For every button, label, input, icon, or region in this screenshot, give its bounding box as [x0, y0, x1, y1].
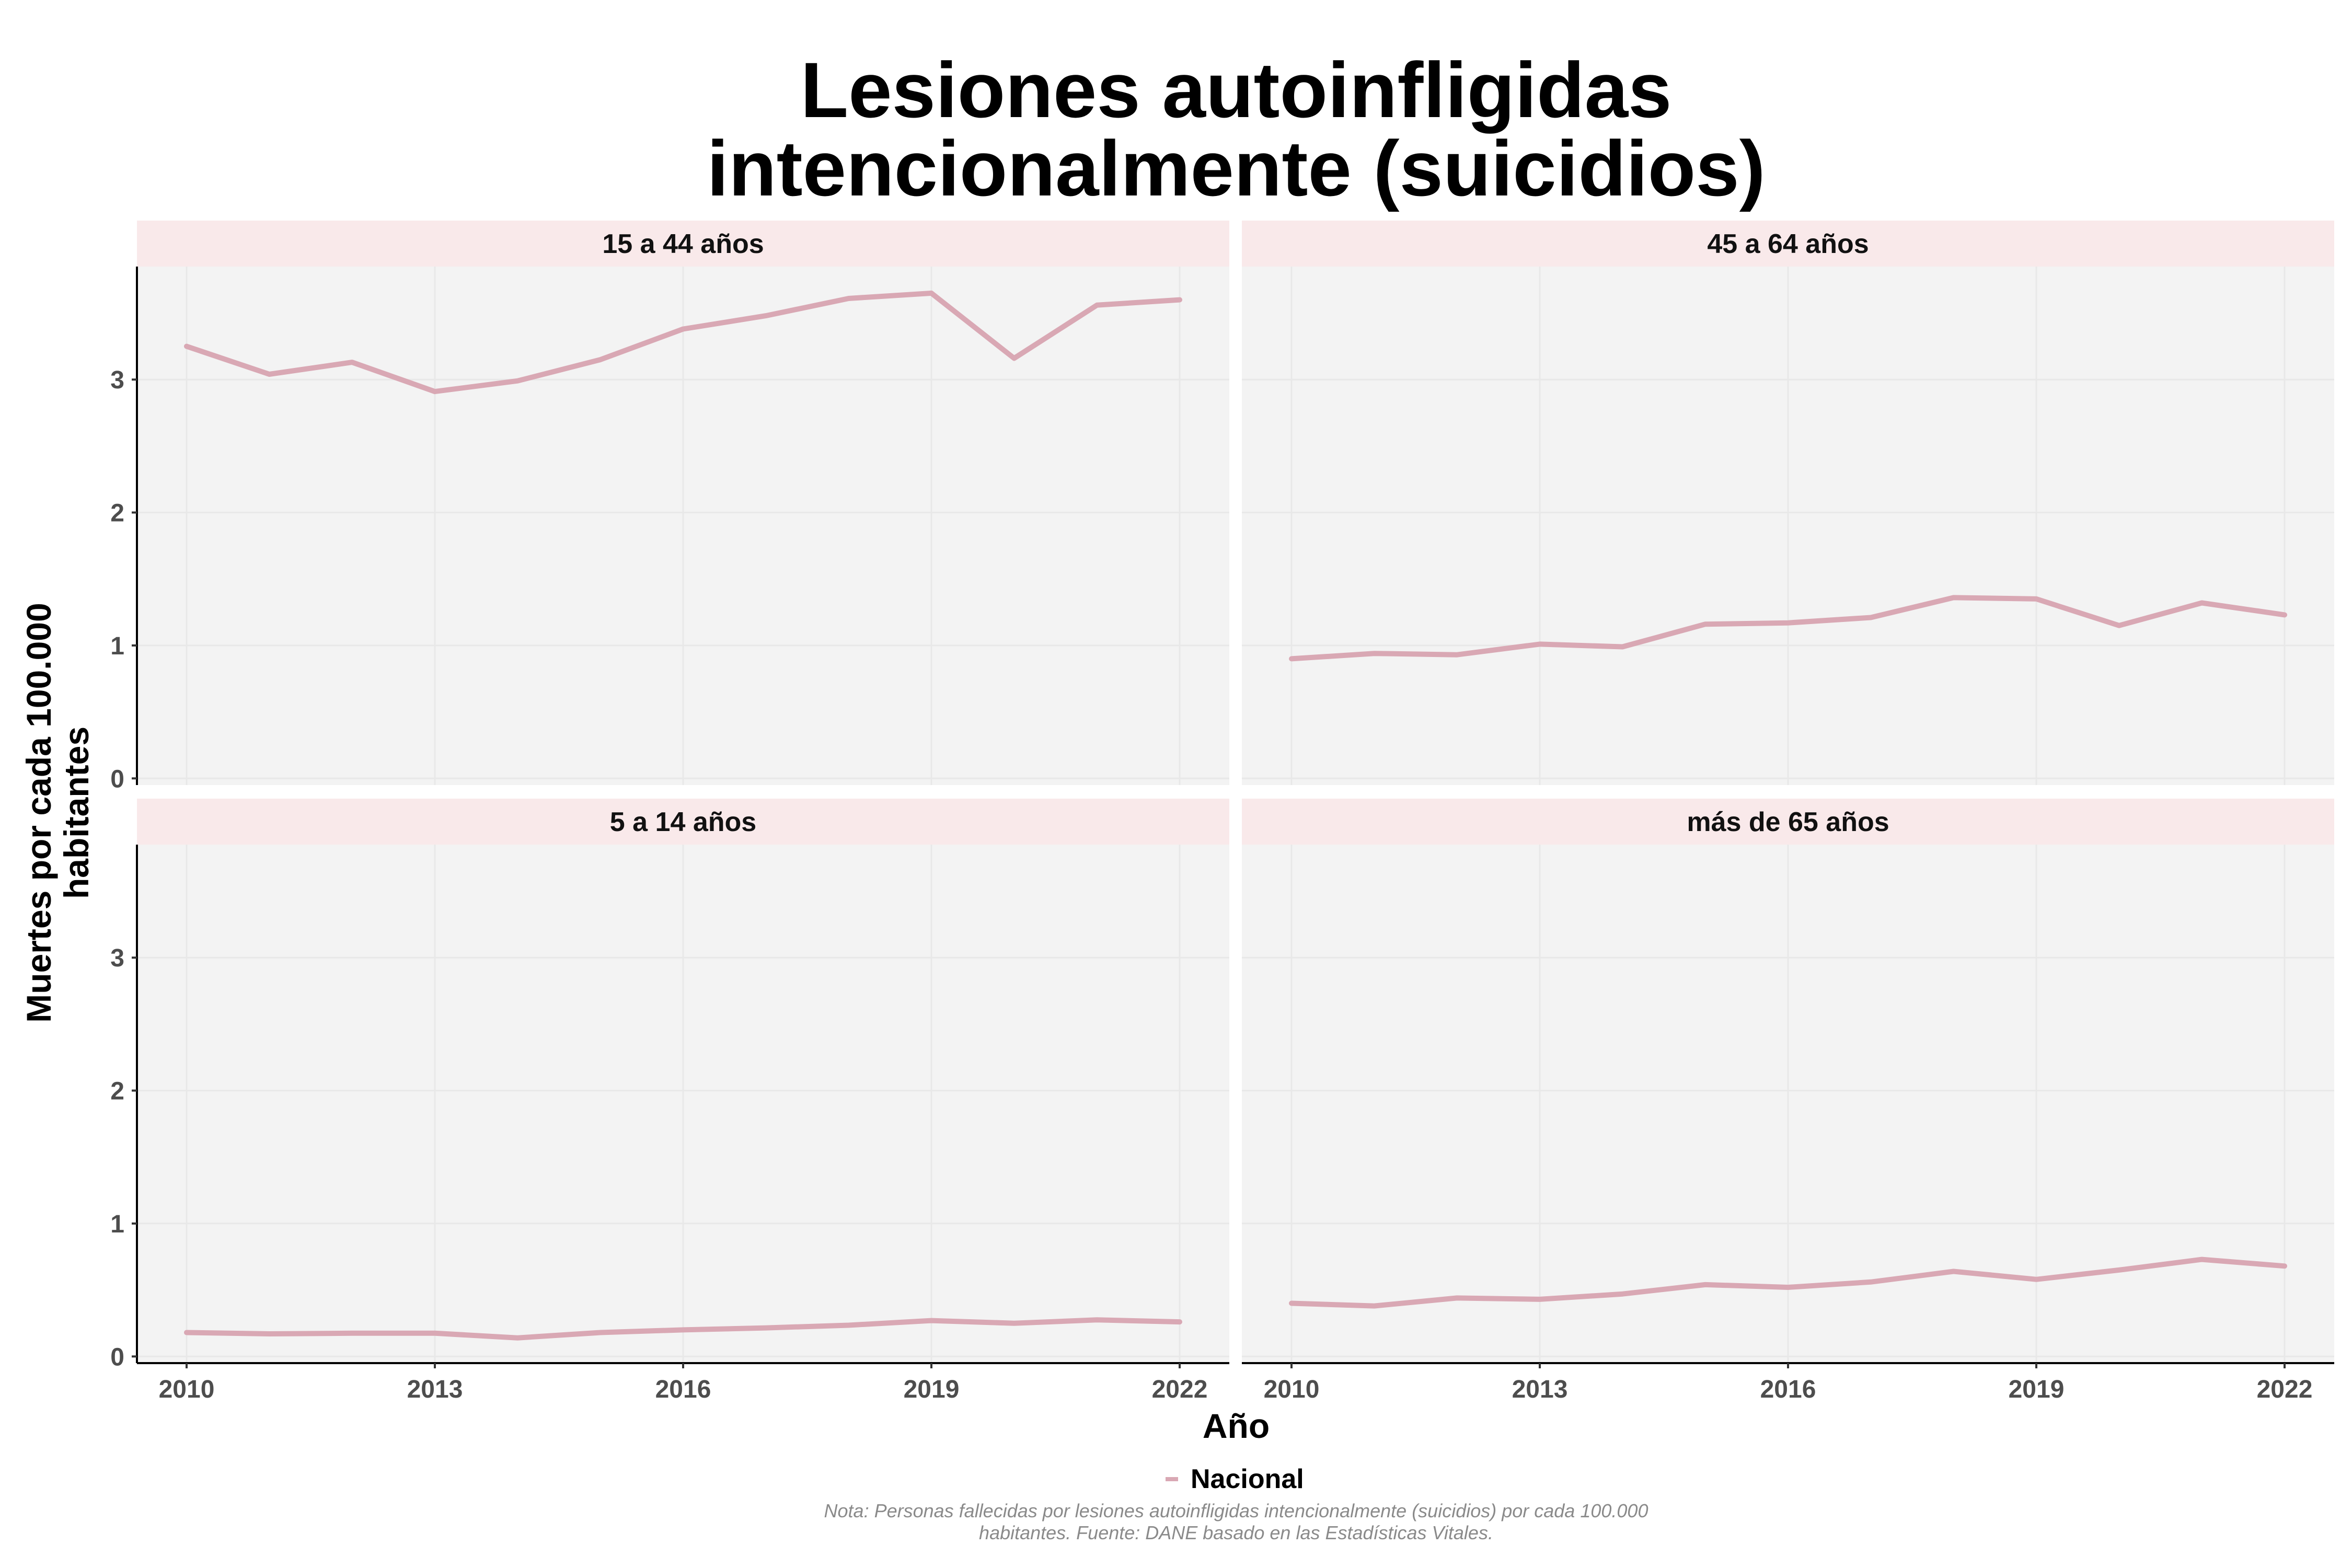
panel-4-series-line-nacional: [1289, 1256, 2287, 1309]
panel-3-x-tick-label-2010: 2010: [159, 1376, 215, 1403]
panel-3-strip: [137, 799, 1229, 845]
panel-4-x-tick-label-2010: 2010: [1264, 1376, 1320, 1403]
panel-3-series-line-nacional: [184, 1317, 1182, 1341]
chart-title-line-1: Lesiones autoinfligidas: [800, 46, 1672, 134]
legend-label-nacional: Nacional: [1191, 1464, 1304, 1494]
source-note: Nota: Personas fallecidas por lesiones a…: [0, 1500, 2352, 1544]
panel-1-y-tick-label-2: 2: [110, 500, 124, 527]
legend-key-nacional: [1166, 1477, 1178, 1481]
panel-1-y-tick-label-1: 1: [110, 632, 124, 660]
panel-1-y-tick-label-0: 0: [110, 765, 124, 793]
panel-4-x-tick-label-2019: 2019: [2009, 1376, 2065, 1403]
panel-2-strip-label: 45 a 64 años: [1707, 229, 1869, 259]
panel-1-y-tick-label-3: 3: [110, 366, 124, 394]
panel-3-strip-label: 5 a 14 años: [610, 807, 756, 837]
panel-4-x-tick-label-2022: 2022: [2257, 1376, 2313, 1403]
panel-1-series-line-nacional: [184, 290, 1182, 395]
source-note-line-2: habitantes. Fuente: DANE basado en las E…: [979, 1522, 1493, 1543]
panel-1-strip: [137, 221, 1229, 267]
legend: Nacional: [1166, 1463, 1304, 1495]
panel-3-y-tick-label-1: 1: [110, 1210, 124, 1238]
panel-1-strip-label: 15 a 44 años: [602, 229, 764, 259]
panel-3-x-tick-label-2022: 2022: [1152, 1376, 1208, 1403]
panel-3-x-tick-label-2013: 2013: [407, 1376, 463, 1403]
panel-4-strip: [1242, 799, 2334, 845]
panel-4-x-tick-label-2016: 2016: [1760, 1376, 1816, 1403]
panel-4-x-tick-label-2013: 2013: [1512, 1376, 1568, 1403]
panel-2-strip: [1242, 221, 2334, 267]
panel-3-x-tick-label-2016: 2016: [655, 1376, 711, 1403]
panel-3-y-tick-label-2: 2: [110, 1078, 124, 1105]
panel-4-strip-label: más de 65 años: [1687, 807, 1889, 837]
source-note-line-1: Nota: Personas fallecidas por lesiones a…: [824, 1500, 1648, 1521]
panel-3-y-tick-label-0: 0: [110, 1343, 124, 1371]
panel-3-x-tick-label-2019: 2019: [904, 1376, 960, 1403]
x-axis-label: Año: [1202, 1406, 1270, 1445]
panel-3-y-tick-label-3: 3: [110, 944, 124, 972]
panel-2-series-line-nacional: [1289, 595, 2287, 662]
chart-title-line-2: intencionalmente (suicidios): [707, 124, 1766, 212]
